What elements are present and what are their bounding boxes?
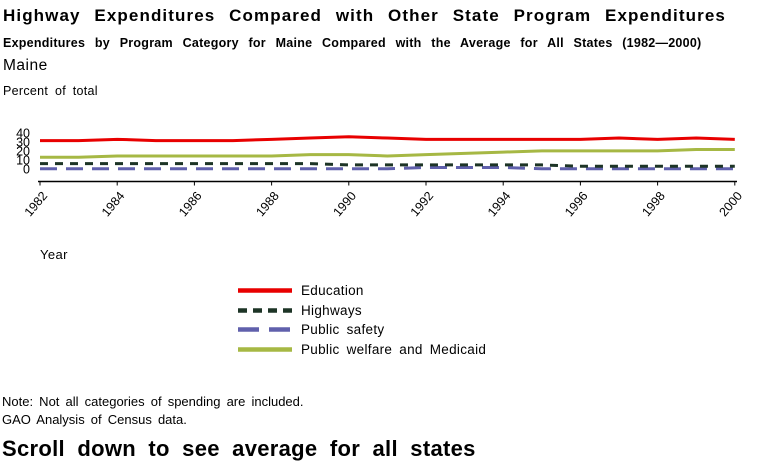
x-tick-label: 1998 [639, 189, 668, 219]
x-tick-label: 1984 [99, 189, 128, 219]
state-label: Maine [3, 57, 48, 74]
scroll-instruction: Scroll down to see average for all state… [2, 436, 476, 461]
x-tick-label: 1986 [176, 189, 205, 219]
legend-item-highways: Highways [238, 301, 486, 321]
x-tick-label: 1982 [22, 189, 51, 219]
legend: Education Highways Public safety Public … [238, 281, 486, 359]
public-safety-line-swatch [238, 327, 292, 332]
highways-line-swatch [238, 308, 292, 313]
series-line-education [40, 135, 735, 143]
x-tick-label: 1988 [253, 189, 282, 219]
legend-label-education: Education [301, 283, 364, 299]
page-subtitle: Expenditures by Program Category for Mai… [3, 36, 702, 50]
line-chart: 1982 1984 1986 1988 1990 1992 1994 1996 1998 2000… [16, 127, 745, 220]
y-tick-label: 30 [16, 136, 30, 150]
x-tick-label: 1994 [485, 189, 514, 219]
y-axis-title: Percent of total [3, 84, 98, 98]
y-tick-label: 20 [16, 145, 30, 159]
y-tick-label: 10 [16, 154, 30, 168]
y-tick-label: 40 [16, 127, 30, 141]
page-title: Highway Expenditures Compared with Other… [3, 6, 726, 25]
x-tick-label: 2000 [716, 189, 745, 219]
legend-item-public-welfare: Public welfare and Medicaid [238, 340, 486, 360]
public-welfare-line-swatch [238, 347, 292, 352]
note-text: Note: Not all categories of spending are… [2, 394, 304, 409]
series-line-public-welfare-and-medicaid [40, 148, 735, 159]
x-axis-title: Year [40, 247, 68, 262]
series-line-public-safety [40, 165, 735, 171]
legend-item-education: Education [238, 281, 486, 301]
legend-item-public-safety: Public safety [238, 320, 486, 340]
x-tick-label: 1992 [408, 189, 437, 219]
education-line-swatch [238, 288, 292, 293]
x-tick-label: 1990 [330, 189, 359, 219]
source-text: GAO Analysis of Census data. [2, 412, 187, 427]
x-tick-label: 1996 [562, 189, 591, 219]
legend-label-public-safety: Public safety [301, 322, 385, 338]
legend-label-public-welfare: Public welfare and Medicaid [301, 341, 487, 357]
y-tick-label: 0 [23, 163, 30, 177]
series-line-highways [40, 162, 735, 168]
legend-label-highways: Highways [301, 302, 362, 318]
